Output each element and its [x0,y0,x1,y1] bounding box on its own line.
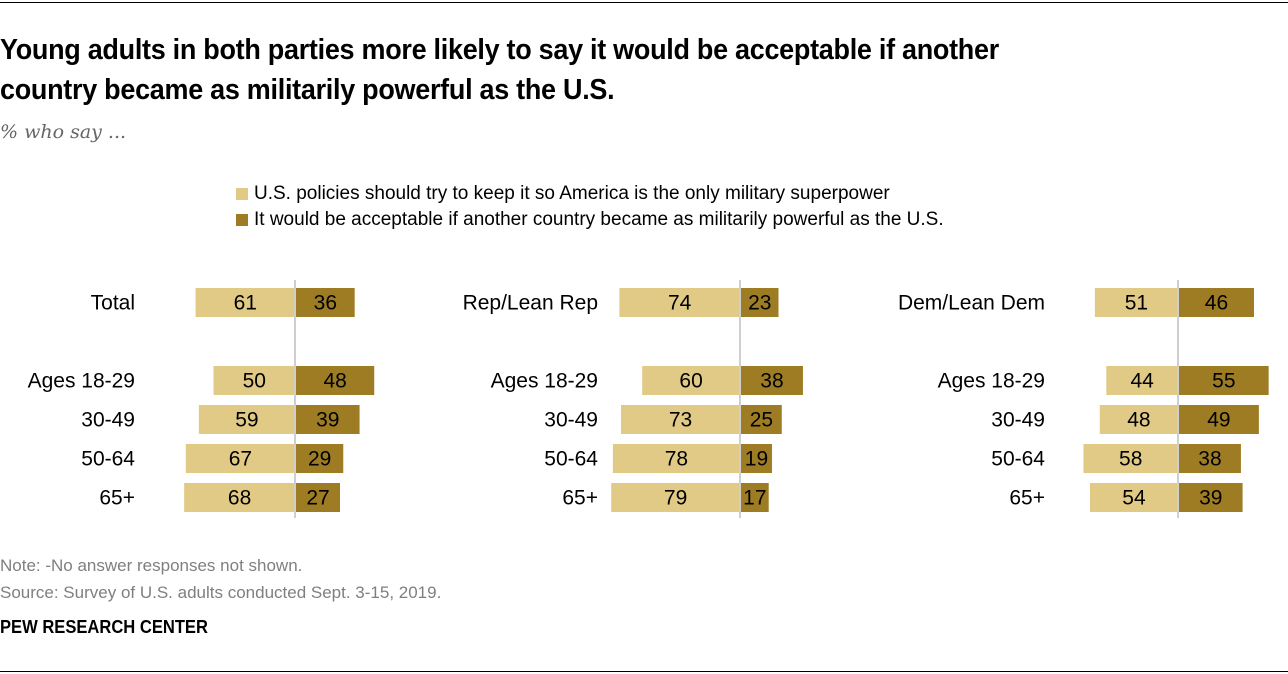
value-label-superpower: 48 [1127,409,1150,432]
bar-superpower [184,483,295,512]
bar-acceptable [741,366,803,395]
bar-acceptable [296,366,375,395]
chart-title: Young adults in both parties more likely… [0,30,1190,110]
bar-superpower [213,366,295,395]
value-label-acceptable: 48 [323,370,346,393]
bar-acceptable [1179,366,1269,395]
value-label-acceptable: 39 [316,409,339,432]
value-label-superpower: 68 [228,487,251,510]
row-label: Total [91,292,135,315]
value-label-superpower: 78 [665,448,688,471]
bar-superpower [619,288,740,317]
bar-superpower [612,444,740,473]
diverging-bar-chart: Total 61 36 Ages 18-29 50 48 30-49 59 39 50-64 67 2… [28,280,1269,518]
bar-acceptable [296,444,344,473]
bar-acceptable [1179,444,1241,473]
bar-superpower [198,405,295,434]
bar-acceptable [296,483,341,512]
bar-acceptable [1179,483,1243,512]
row-label: Rep/Lean Rep [463,292,598,315]
panel-1: Rep/Lean Rep 74 23 Ages 18-29 60 38 30-49 73 25 5… [463,280,803,518]
bar-superpower [621,405,740,434]
legend-item-acceptable: It would be acceptable if another countr… [236,207,944,233]
value-label-superpower: 67 [229,448,252,471]
value-label-acceptable: 39 [1199,487,1222,510]
value-label-acceptable: 27 [306,487,329,510]
row-label: 65+ [1009,487,1045,510]
row-label: Dem/Lean Dem [898,292,1045,315]
bar-acceptable [741,483,769,512]
value-label-superpower: 50 [243,370,266,393]
brand-logo-text: PEW RESEARCH CENTER [0,617,208,637]
value-label-acceptable: 19 [745,448,768,471]
row-label: Ages 18-29 [28,370,135,393]
value-label-superpower: 61 [234,292,257,315]
bar-superpower [1106,366,1178,395]
bar-superpower [1089,483,1178,512]
row-label: 65+ [99,487,135,510]
legend-swatch-acceptable [236,214,248,226]
bar-superpower [195,288,295,317]
bar-acceptable [1179,288,1254,317]
value-label-acceptable: 29 [308,448,331,471]
row-label: 50-64 [991,448,1045,471]
bar-acceptable [296,405,360,434]
chart-subtitle: % who say ... [0,121,127,143]
legend-item-superpower: U.S. policies should try to keep it so A… [236,181,944,207]
note-text: Note: -No answer responses not shown. [0,556,303,575]
value-label-acceptable: 25 [750,409,773,432]
value-label-acceptable: 17 [743,487,766,510]
row-label: 30-49 [81,409,135,432]
value-label-acceptable: 23 [748,292,771,315]
value-label-superpower: 51 [1125,292,1148,315]
bar-acceptable [1179,405,1259,434]
value-label-acceptable: 36 [314,292,337,315]
bar-superpower [642,366,740,395]
bar-acceptable [741,405,782,434]
value-label-acceptable: 38 [1198,448,1221,471]
value-label-superpower: 60 [679,370,702,393]
bottom-rule [0,671,1288,672]
bar-superpower [1099,405,1178,434]
bar-superpower [1083,444,1178,473]
value-label-superpower: 59 [235,409,258,432]
bar-acceptable [296,288,355,317]
row-label: 50-64 [544,448,598,471]
chart-title-line-2: country became as militarily powerful as… [0,74,615,106]
value-label-acceptable: 49 [1207,409,1230,432]
source-text: Source: Survey of U.S. adults conducted … [0,583,442,602]
top-rule [0,2,1288,3]
bar-superpower [185,444,295,473]
legend: U.S. policies should try to keep it so A… [236,181,944,233]
row-label: 50-64 [81,448,135,471]
legend-swatch-superpower [236,188,248,200]
chart-title-line-1: Young adults in both parties more likely… [0,34,999,66]
row-label: Ages 18-29 [938,370,1045,393]
row-label: Ages 18-29 [491,370,598,393]
bar-acceptable [741,444,772,473]
value-label-superpower: 58 [1119,448,1142,471]
legend-label-superpower: U.S. policies should try to keep it so A… [254,183,890,204]
footnotes: Note: -No answer responses not shown. So… [0,552,441,606]
value-label-superpower: 44 [1130,370,1154,393]
panel-0: Total 61 36 Ages 18-29 50 48 30-49 59 39 50-64 67 2… [28,280,375,518]
legend-label-acceptable: It would be acceptable if another countr… [254,209,944,230]
value-label-superpower: 54 [1122,487,1146,510]
bar-superpower [611,483,740,512]
value-label-superpower: 79 [664,487,687,510]
value-label-acceptable: 46 [1205,292,1228,315]
row-label: 30-49 [991,409,1045,432]
panel-2: Dem/Lean Dem 51 46 Ages 18-29 44 55 30-49 48 49 5… [898,280,1269,518]
bar-superpower [1094,288,1178,317]
bar-acceptable [741,288,779,317]
value-label-superpower: 74 [668,292,692,315]
value-label-acceptable: 55 [1212,370,1235,393]
row-label: 65+ [562,487,598,510]
value-label-superpower: 73 [669,409,692,432]
row-label: 30-49 [544,409,598,432]
value-label-acceptable: 38 [760,370,783,393]
